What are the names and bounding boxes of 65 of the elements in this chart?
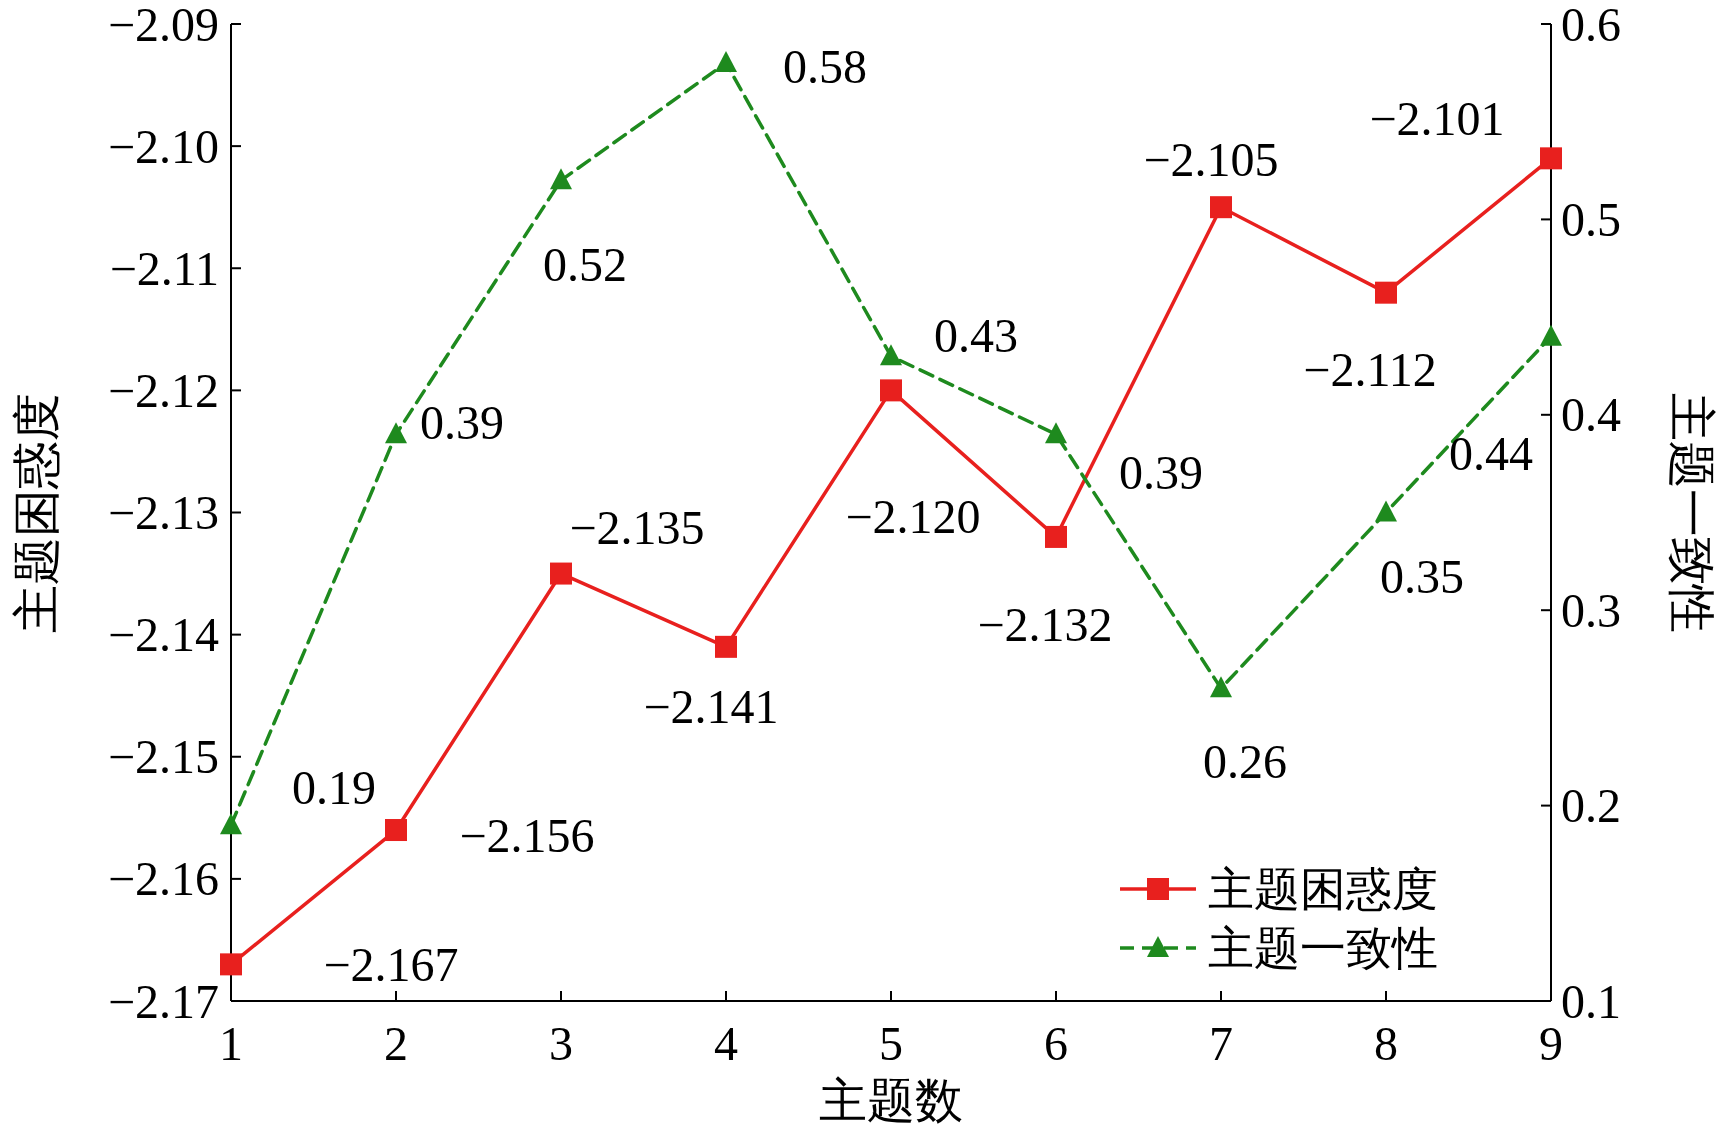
point (715, 51, 737, 73)
y-tick-label: −2.14 (107, 608, 219, 662)
y2-tick-label: 0.3 (1561, 583, 1621, 637)
x-tick-label: 1 (219, 1016, 243, 1070)
y-tick-label: −2.13 (107, 486, 219, 539)
y2-tick-label: 0.2 (1561, 779, 1621, 833)
point (880, 379, 902, 402)
data-label: −2.135 (569, 501, 705, 555)
y2-tick-label: 0.5 (1561, 192, 1621, 246)
x-axis-title: 主题数 (819, 1072, 963, 1128)
data-label: −2.112 (1303, 343, 1437, 397)
point (385, 819, 407, 842)
point (1045, 525, 1067, 548)
point (1540, 324, 1562, 346)
x-tick-label: 9 (1539, 1016, 1563, 1070)
data-label: −2.167 (323, 937, 459, 991)
data-label: 0.43 (934, 308, 1018, 362)
data-label: 0.19 (292, 760, 376, 814)
data-label: −2.156 (459, 808, 595, 862)
data-label: 0.58 (783, 39, 867, 93)
legend-label: 主题一致性 (1208, 921, 1438, 975)
y-tick-label: −2.17 (107, 974, 219, 1028)
point (1210, 196, 1232, 219)
point (220, 813, 242, 835)
data-label: 0.52 (543, 237, 627, 291)
y2-axis-title: 主题一致性 (1664, 392, 1720, 633)
x-tick-label: 5 (879, 1016, 903, 1070)
point (550, 562, 572, 585)
point (1540, 147, 1562, 170)
point (1210, 676, 1232, 698)
x-tick-label: 8 (1374, 1016, 1398, 1070)
data-label: 0.44 (1449, 427, 1533, 481)
y2-tick-label: 0.6 (1561, 0, 1621, 51)
y-axis-title: 主题困惑度 (8, 392, 64, 633)
x-tick-label: 7 (1209, 1016, 1233, 1070)
data-label: 0.39 (1119, 445, 1203, 499)
y-tick-label: −2.10 (107, 119, 219, 173)
y2-tick-label: 0.1 (1561, 974, 1621, 1028)
x-tick-label: 2 (384, 1016, 408, 1070)
y-tick-label: −2.15 (107, 730, 219, 784)
point (1375, 281, 1397, 304)
data-label: 0.35 (1380, 550, 1464, 603)
point (1375, 500, 1397, 522)
point (550, 168, 572, 190)
point (385, 422, 407, 444)
y-tick-label: −2.11 (109, 241, 219, 295)
point (1045, 422, 1067, 444)
point (220, 953, 242, 976)
y-tick-label: −2.09 (107, 0, 219, 51)
x-tick-label: 6 (1044, 1016, 1068, 1070)
y-tick-label: −2.12 (107, 363, 219, 417)
y-tick-label: −2.16 (107, 852, 219, 906)
data-label: −2.132 (977, 598, 1113, 652)
data-label: 0.39 (420, 395, 504, 449)
legend-label: 主题困惑度 (1208, 862, 1438, 916)
data-label: −2.105 (1143, 132, 1279, 186)
data-label: −2.141 (643, 680, 779, 734)
data-label: −2.120 (845, 489, 981, 543)
y2-tick-label: 0.4 (1561, 388, 1621, 442)
point (715, 635, 737, 658)
data-label: 0.26 (1203, 734, 1287, 788)
data-label: −2.101 (1369, 91, 1505, 145)
point (880, 344, 902, 366)
x-tick-label: 4 (714, 1016, 738, 1070)
x-tick-label: 3 (549, 1016, 573, 1070)
